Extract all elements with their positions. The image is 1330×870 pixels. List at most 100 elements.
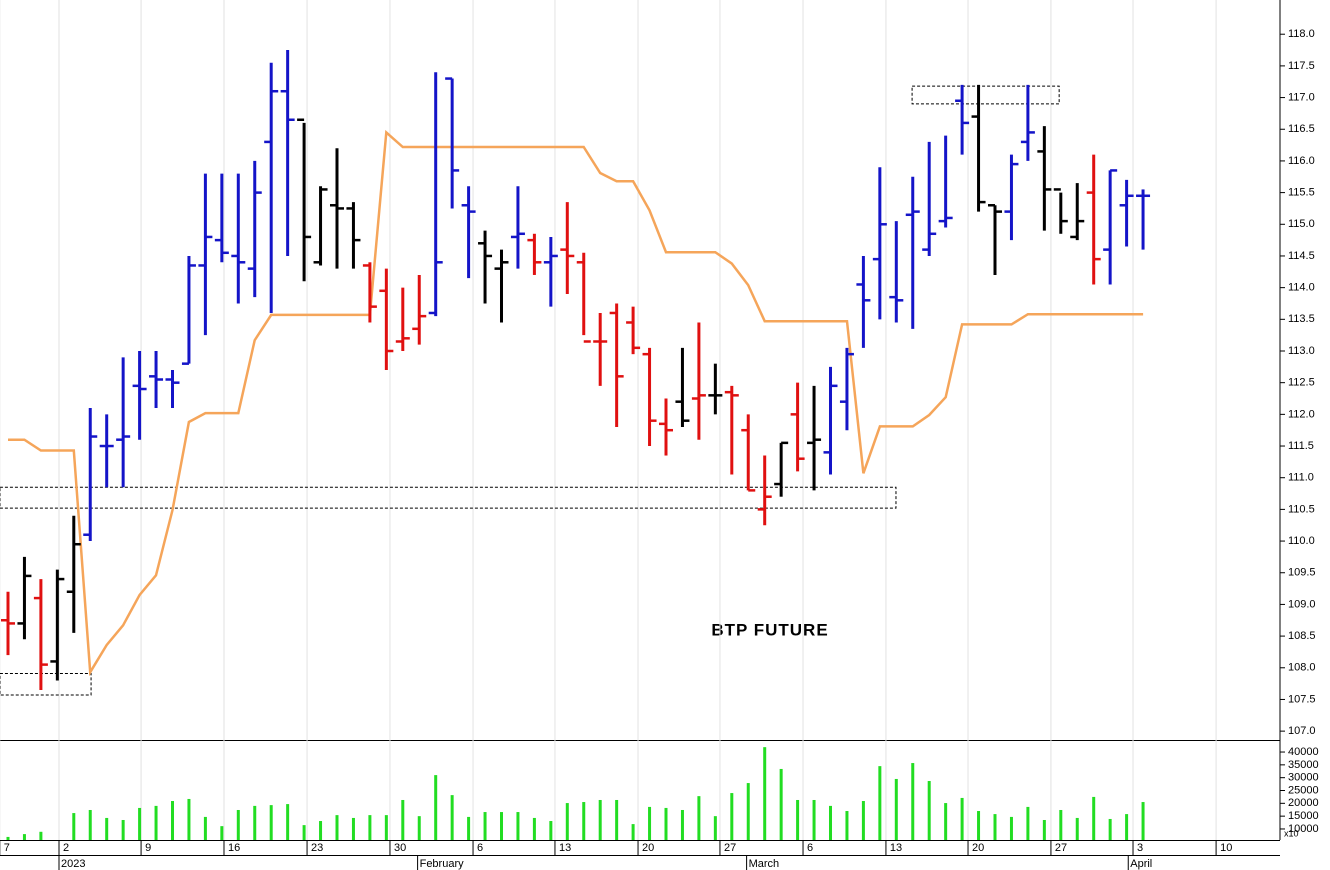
x-tick-label: 7 <box>4 842 10 854</box>
volume-bar <box>878 766 882 840</box>
x-tick-label: 20 <box>642 842 654 854</box>
volume-bar <box>368 815 372 840</box>
volume-bar <box>499 812 503 840</box>
volume-y-tick-label: 40000 <box>1288 746 1319 758</box>
volume-bar <box>121 819 125 840</box>
x-tick-label: 6 <box>477 842 483 854</box>
x-tick-label: 9 <box>145 842 151 854</box>
y-tick-label: 110.5 <box>1288 503 1315 515</box>
x-tick-label: 16 <box>228 842 240 854</box>
volume-bar <box>516 812 520 840</box>
volume-bar <box>944 803 948 840</box>
month-label: 2023 <box>61 858 85 870</box>
volume-y-tick-label: 15000 <box>1288 810 1319 822</box>
volume-bar <box>664 807 668 840</box>
volume-y-tick-label: 30000 <box>1288 772 1319 784</box>
volume-bar <box>812 799 816 840</box>
x-tick-label: 30 <box>394 842 406 854</box>
volume-y-tick-label: 20000 <box>1288 797 1319 809</box>
volume-bar <box>1042 819 1046 840</box>
volume-bar <box>384 815 388 840</box>
x-tick-label: 27 <box>1055 842 1067 854</box>
volume-bar <box>993 814 997 840</box>
volume-bar <box>88 809 92 840</box>
volume-bar <box>467 816 471 840</box>
x-tick-label: 20 <box>972 842 984 854</box>
x-tick-label: 2 <box>63 842 69 854</box>
volume-bar <box>351 817 355 840</box>
y-tick-label: 117.5 <box>1288 60 1315 72</box>
volume-bar <box>680 809 684 840</box>
y-tick-label: 107.0 <box>1288 725 1316 737</box>
volume-bar <box>302 825 306 840</box>
volume-bar <box>170 801 174 840</box>
volume-bar <box>779 768 783 840</box>
volume-bar <box>154 805 158 840</box>
y-tick-label: 111.0 <box>1288 472 1314 484</box>
volume-bar <box>861 801 865 840</box>
volume-bar <box>1108 818 1112 840</box>
volume-bar <box>434 775 438 840</box>
volume-bar <box>105 817 109 840</box>
stop-line <box>8 129 1144 677</box>
volume-bar <box>730 793 734 840</box>
x-tick-label: 23 <box>311 842 323 854</box>
volume-bar <box>796 799 800 840</box>
volume-bar <box>220 826 224 840</box>
volume-bar <box>598 799 602 840</box>
volume-bar <box>746 783 750 840</box>
volume-bar <box>1009 816 1013 840</box>
volume-bar <box>648 806 652 840</box>
y-tick-label: 107.5 <box>1288 693 1316 705</box>
zone <box>911 85 1060 105</box>
volume-bar <box>335 815 339 840</box>
x-tick-label: 3 <box>1137 842 1143 854</box>
volume-bar <box>187 798 191 840</box>
volume-bar <box>1059 809 1063 840</box>
volume-bar <box>927 781 931 840</box>
x-tick-label: 13 <box>559 842 571 854</box>
volume-bar <box>483 812 487 840</box>
y-tick-label: 112.5 <box>1288 377 1315 389</box>
volume-bar <box>911 763 915 840</box>
volume-bar <box>615 799 619 840</box>
x-tick-label: 13 <box>890 842 902 854</box>
volume-bar <box>894 778 898 840</box>
month-label: February <box>420 858 465 870</box>
volume-bar <box>22 834 26 840</box>
zone <box>0 486 897 509</box>
volume-bar <box>39 831 43 840</box>
x-tick-label: 10 <box>1220 842 1232 854</box>
volume-bar <box>1141 802 1145 840</box>
y-tick-label: 116.0 <box>1288 155 1315 167</box>
volume-bar <box>582 802 586 840</box>
volume-bar <box>72 813 76 840</box>
zone <box>0 672 92 696</box>
volume-bar <box>829 805 833 840</box>
y-tick-label: 114.0 <box>1288 282 1315 294</box>
volume-bar <box>1075 817 1079 840</box>
month-label: March <box>749 858 780 870</box>
volume-bar <box>138 807 142 840</box>
volume-bar <box>1092 796 1096 840</box>
y-tick-label: 108.5 <box>1288 630 1316 642</box>
y-tick-label: 116.5 <box>1288 123 1315 135</box>
volume-bar <box>286 804 290 840</box>
month-label: April <box>1130 858 1152 870</box>
volume-bar <box>319 821 323 840</box>
volume-bar <box>1026 806 1030 840</box>
volume-bar <box>549 821 553 840</box>
volume-bar <box>417 816 421 840</box>
volume-bar <box>631 824 635 840</box>
volume-bar <box>269 805 273 840</box>
volume-y-tick-label: 10000 <box>1288 823 1319 835</box>
y-tick-label: 111.5 <box>1288 440 1314 452</box>
volume-bar <box>6 836 10 840</box>
volume-bar <box>450 795 454 840</box>
y-tick-label: 113.0 <box>1288 345 1315 357</box>
y-tick-label: 109.5 <box>1288 567 1316 579</box>
chart-title: BTP FUTURE <box>711 620 828 639</box>
y-tick-label: 115.0 <box>1288 218 1315 230</box>
volume-bar <box>763 747 767 840</box>
